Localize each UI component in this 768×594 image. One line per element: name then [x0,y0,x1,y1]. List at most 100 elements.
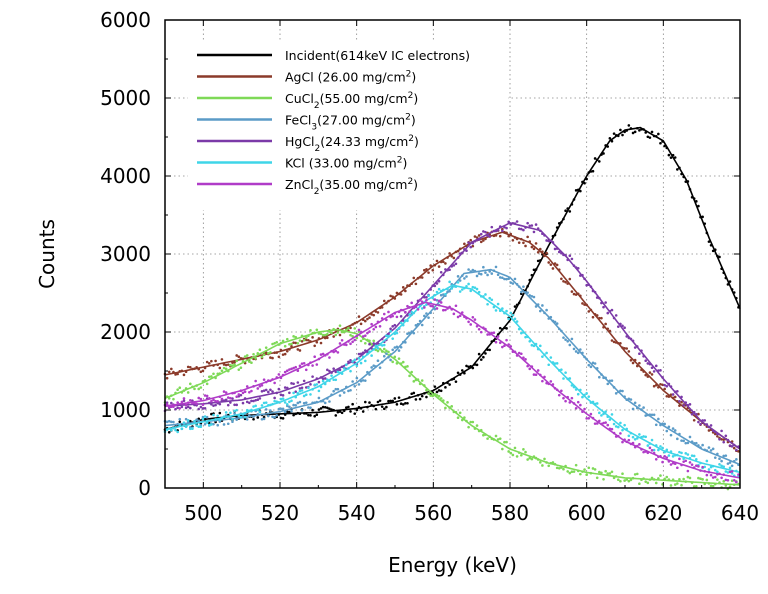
data-point [507,450,510,453]
data-point [275,414,279,417]
data-point [197,417,201,421]
legend-label-part: ) [411,113,416,128]
data-point [273,416,276,419]
data-point [207,362,211,365]
series-fit-line [164,221,741,450]
data-point [252,405,255,408]
data-point [273,381,276,385]
data-point [317,408,321,411]
data-point [239,393,243,397]
legend-label-part: 2 [405,113,411,123]
data-point [239,415,243,419]
data-point [631,131,635,135]
data-point [635,472,639,476]
data-point [283,386,287,389]
data-point [600,471,603,475]
data-point [420,394,424,398]
data-point [410,392,413,396]
data-point [399,293,403,296]
data-point [724,470,728,473]
data-point [669,433,673,437]
data-point [501,345,504,349]
data-point [532,247,536,251]
data-point [669,156,673,159]
data-point [290,399,293,403]
data-point [654,458,658,461]
data-point [608,418,612,421]
y-tick-label: 6000 [100,8,151,32]
data-point [488,348,491,352]
data-point [524,450,527,454]
data-point [661,383,664,387]
data-point [226,422,230,426]
data-point [222,390,226,393]
data-point [522,241,525,245]
data-point [313,344,316,348]
data-point [724,454,728,457]
data-point [623,423,626,427]
data-point [195,402,198,406]
data-point [718,463,721,466]
data-point [659,474,662,477]
data-point [682,477,685,481]
data-point [589,365,593,369]
data-point [395,315,399,319]
data-point [328,400,331,403]
data-point [450,405,454,408]
data-point [328,369,331,373]
data-point [473,286,477,289]
data-point [456,275,460,278]
data-point [625,347,629,350]
data-point [207,375,211,379]
data-point [661,446,664,450]
data-point [178,406,182,410]
data-point [172,420,175,424]
data-point [644,414,647,417]
data-point [385,405,388,409]
data-point [568,277,572,281]
legend-label: ZnCl2(35.00 mg/cm2) [285,177,418,197]
data-point [665,475,669,479]
data-point [189,398,192,402]
data-point [732,478,736,482]
data-point [338,324,342,327]
data-point [522,285,525,288]
data-point [703,465,707,469]
data-point [412,391,416,395]
data-point [260,383,264,387]
data-point [498,234,502,238]
data-point [197,387,201,391]
data-point [351,340,354,344]
data-point [591,467,595,470]
data-point [288,342,291,346]
data-point [585,392,588,395]
data-point [300,389,304,392]
data-point [361,335,365,338]
data-point [309,414,312,417]
data-point [680,483,683,487]
data-point [479,240,483,244]
data-point [397,396,401,399]
data-point [612,132,616,135]
data-point [713,456,717,459]
series-points [163,298,740,484]
data-point [724,478,728,482]
legend-label-part: 2 [314,101,320,111]
data-point [178,386,182,389]
data-point [475,424,479,427]
data-point [604,322,607,326]
data-point [404,311,407,314]
data-point [323,401,327,405]
data-point [452,312,456,316]
data-point [389,399,392,403]
data-point [600,316,603,320]
data-point [250,389,253,393]
data-point [570,337,574,341]
data-point [330,331,333,335]
data-point [182,421,186,425]
data-point [197,425,201,429]
data-point [186,365,190,369]
data-point [515,220,519,223]
data-point [638,361,641,365]
data-point [207,422,211,425]
